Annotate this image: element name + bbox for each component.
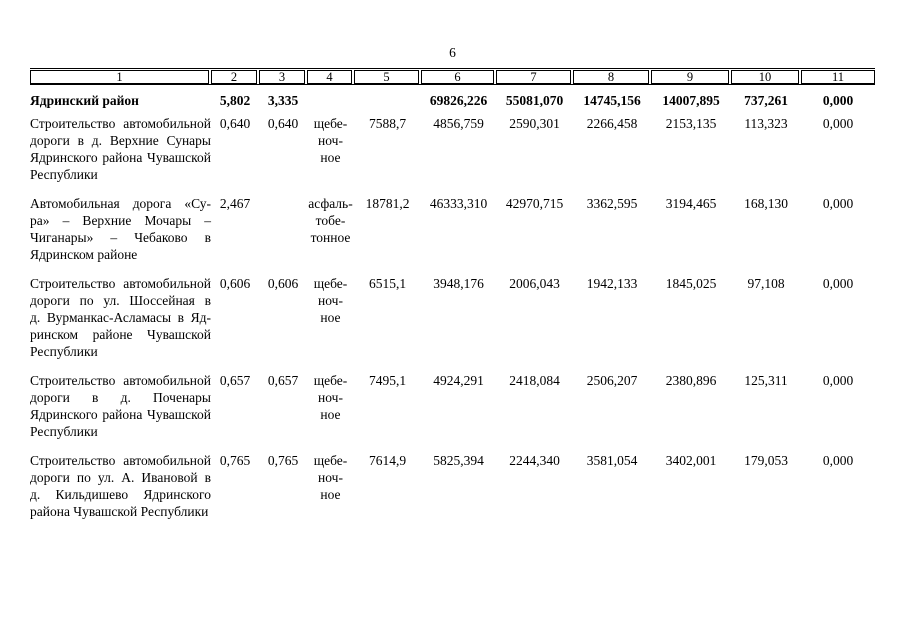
district-total-row: Ядринский район 5,802 3,335 69826,226 55… — [30, 92, 875, 115]
cell-col2: 5,802 — [219, 93, 251, 108]
column-number-3: 3 — [259, 70, 305, 84]
cell-col7: 42970,715 — [505, 196, 564, 211]
cell-col9: 3194,465 — [665, 196, 717, 211]
column-number-5: 5 — [354, 70, 419, 84]
cell-col5: 7588,7 — [368, 116, 407, 131]
cell-col4: щебе-ноч-ное — [313, 453, 348, 502]
cell-description: Строительство автомобильной дороги в д. П… — [30, 373, 211, 439]
cell-col8: 14745,156 — [583, 93, 641, 108]
cell-col9: 1845,025 — [665, 276, 717, 291]
cell-col4: асфаль-тобе-тонное — [308, 196, 353, 245]
cell-col10: 125,311 — [744, 373, 788, 388]
cell-col5: 6515,1 — [368, 276, 407, 291]
column-number-6: 6 — [421, 70, 494, 84]
table-row: Строительство автомобильной дороги по ул.… — [30, 275, 875, 372]
cell-description: Строительство автомобильной дороги по ул.… — [30, 453, 211, 519]
column-number-9: 9 — [651, 70, 729, 84]
cell-col8: 2266,458 — [586, 116, 638, 131]
cell-col7: 55081,070 — [505, 93, 564, 108]
cell-col9: 3402,001 — [665, 453, 717, 468]
cell-col10: 168,130 — [744, 196, 788, 211]
column-number-1: 1 — [30, 70, 209, 84]
cell-col3: 3,335 — [267, 93, 299, 108]
cell-col3: 0,640 — [267, 116, 299, 131]
cell-col10: 737,261 — [744, 93, 788, 108]
cell-col4: щебе-ноч-ное — [313, 276, 348, 325]
cell-col3: 0,606 — [267, 276, 299, 291]
cell-col2: 0,657 — [219, 373, 251, 388]
column-number-row: 1 2 3 4 5 6 7 8 9 10 11 — [30, 68, 875, 85]
cell-col8: 3581,054 — [586, 453, 638, 468]
cell-col3: 0,657 — [267, 373, 299, 388]
cell-col5: 7614,9 — [368, 453, 407, 468]
cell-col9: 14007,895 — [662, 93, 720, 108]
cell-col6: 5825,394 — [433, 453, 484, 468]
cell-description: Строительство автомобильной дороги по ул.… — [30, 276, 211, 359]
cell-col7: 2418,084 — [509, 373, 560, 388]
cell-col4: щебе-ноч-ное — [313, 116, 348, 165]
cell-col7: 2006,043 — [509, 276, 560, 291]
cell-col7: 2590,301 — [509, 116, 560, 131]
cell-col6: 4856,759 — [433, 116, 484, 131]
cell-description: Автомобильная дорога «Су-ра» – Верхние М… — [30, 196, 211, 262]
cell-col11: 0,000 — [822, 116, 854, 131]
cell-col2: 0,765 — [219, 453, 251, 468]
cell-col6: 69826,226 — [429, 93, 488, 108]
page-number: 6 — [449, 45, 456, 60]
column-number-11: 11 — [801, 70, 875, 84]
cell-col8: 1942,133 — [586, 276, 638, 291]
column-number-10: 10 — [731, 70, 799, 84]
column-number-4: 4 — [307, 70, 352, 84]
cell-col11: 0,000 — [822, 453, 854, 468]
cell-col8: 3362,595 — [586, 196, 638, 211]
district-name: Ядринский район — [30, 93, 139, 108]
table-row: Автомобильная дорога «Су-ра» – Верхние М… — [30, 195, 875, 275]
cell-col3: 0,765 — [267, 453, 299, 468]
column-number-8: 8 — [573, 70, 649, 84]
data-table: Ядринский район 5,802 3,335 69826,226 55… — [30, 92, 875, 532]
column-number-7: 7 — [496, 70, 571, 84]
cell-col4 — [307, 92, 354, 115]
cell-col11: 0,000 — [822, 93, 854, 108]
cell-col8: 2506,207 — [586, 373, 638, 388]
cell-col3 — [259, 195, 307, 275]
cell-col10: 113,323 — [744, 116, 788, 131]
cell-col2: 2,467 — [219, 196, 251, 211]
cell-col2: 0,640 — [219, 116, 251, 131]
cell-col6: 4924,291 — [433, 373, 484, 388]
cell-col11: 0,000 — [822, 373, 854, 388]
cell-col10: 179,053 — [744, 453, 788, 468]
cell-col5 — [354, 92, 421, 115]
cell-col11: 0,000 — [822, 196, 854, 211]
table-row: Строительство автомобильной дороги в д. В… — [30, 115, 875, 195]
cell-col7: 2244,340 — [509, 453, 560, 468]
table-row: Строительство автомобильной дороги в д. П… — [30, 372, 875, 452]
cell-col6: 46333,310 — [429, 196, 488, 211]
table-row: Строительство автомобильной дороги по ул.… — [30, 452, 875, 532]
cell-col5: 7495,1 — [368, 373, 407, 388]
cell-col5: 18781,2 — [365, 196, 410, 211]
cell-col6: 3948,176 — [433, 276, 484, 291]
cell-col11: 0,000 — [822, 276, 854, 291]
cell-col10: 97,108 — [747, 276, 785, 291]
cell-col9: 2380,896 — [665, 373, 717, 388]
column-number-2: 2 — [211, 70, 257, 84]
cell-col9: 2153,135 — [665, 116, 717, 131]
report-table: 1 2 3 4 5 6 7 8 9 10 11 Ядринский район … — [30, 68, 875, 532]
cell-col4: щебе-ноч-ное — [313, 373, 348, 422]
cell-description: Строительство автомобильной дороги в д. В… — [30, 116, 211, 182]
cell-col2: 0,606 — [219, 276, 251, 291]
